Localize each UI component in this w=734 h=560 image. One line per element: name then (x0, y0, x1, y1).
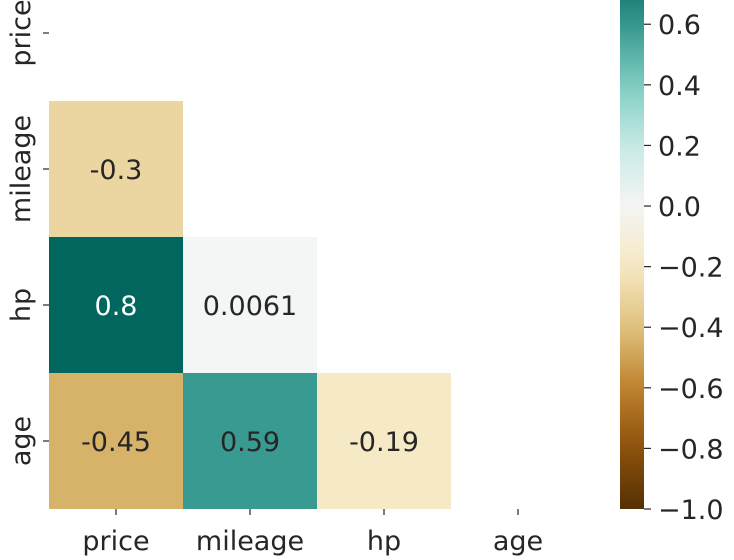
colorbar-tick-label: 0.6 (658, 10, 701, 41)
heatmap-cell-age-price (49, 373, 183, 509)
colorbar-tick-label: 0.4 (658, 71, 701, 102)
x-axis-ticks: price mileage hp age (82, 509, 543, 557)
colorbar-gradient (620, 0, 644, 509)
heatmap-cell-age-hp (317, 373, 451, 509)
x-tick-label-price: price (82, 526, 149, 557)
y-tick-label-price: price (6, 0, 37, 67)
colorbar-tick-label: −1.0 (658, 495, 724, 526)
colorbar: 0.6 0.4 0.2 0.0 −0.2 −0.4 −0.6 −0.8 −1.0 (620, 0, 724, 526)
colorbar-tick-label: 0.0 (658, 192, 701, 223)
x-tick-label-mileage: mileage (196, 526, 304, 557)
cell-value-label: 0.8 (95, 291, 138, 322)
cell-value-label: -0.45 (81, 427, 151, 458)
x-tick-label-hp: hp (367, 526, 401, 557)
heatmap-cell-hp-mileage (183, 237, 317, 373)
colorbar-tick-label: −0.6 (658, 374, 724, 405)
colorbar-tick-label: −0.8 (658, 434, 724, 465)
heatmap-cell-hp-price (49, 237, 183, 373)
y-tick-label-hp: hp (6, 288, 37, 322)
heatmap-cell-mileage-price (49, 101, 183, 237)
heatmap-cell-age-mileage (183, 373, 317, 509)
heatmap-cells: -0.3 0.8 0.0061 -0.45 0.59 -0.19 (49, 101, 451, 509)
colorbar-tick-label: −0.4 (658, 313, 724, 344)
y-axis-ticks: price mileage hp age (6, 0, 49, 466)
colorbar-tick-label: −0.2 (658, 253, 724, 284)
y-tick-label-mileage: mileage (6, 115, 37, 223)
cell-value-label: 0.59 (220, 427, 280, 458)
colorbar-tick-label: 0.2 (658, 131, 701, 162)
y-tick-label-age: age (6, 416, 37, 466)
cell-value-label: -0.3 (90, 155, 143, 186)
cell-value-label: 0.0061 (203, 291, 297, 322)
x-tick-label-age: age (493, 526, 543, 557)
cell-value-label: -0.19 (349, 427, 419, 458)
